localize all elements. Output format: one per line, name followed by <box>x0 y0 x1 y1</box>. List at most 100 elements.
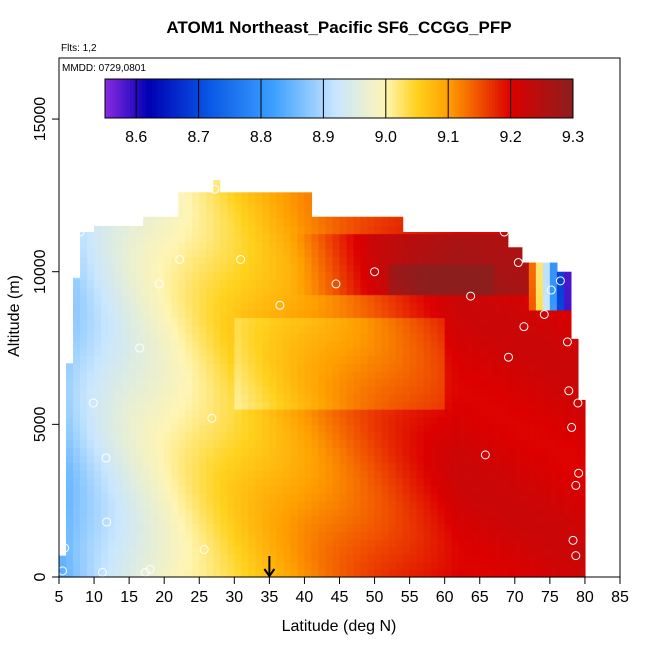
heatmap-cell <box>283 515 292 525</box>
heatmap-cell <box>262 531 270 540</box>
heatmap-cell <box>276 248 284 258</box>
heatmap-cell <box>115 279 123 288</box>
heatmap-cell <box>283 279 292 288</box>
heatmap-cell <box>157 416 165 425</box>
heatmap-cell <box>269 439 277 448</box>
colorbar-segment <box>482 79 487 118</box>
heatmap-cell <box>563 561 572 570</box>
heatmap-cell <box>402 431 411 441</box>
heatmap-cell <box>402 340 411 349</box>
heatmap-cell <box>150 523 158 532</box>
heatmap-cell <box>346 523 355 532</box>
heatmap-cell <box>73 447 81 456</box>
heatmap-cell <box>101 271 109 280</box>
heatmap-cell <box>283 431 292 441</box>
heatmap-cell <box>402 416 411 425</box>
heatmap-cell <box>213 225 221 235</box>
heatmap-cell <box>444 325 453 334</box>
heatmap-cell <box>241 332 249 341</box>
heatmap-cell <box>409 378 418 387</box>
heatmap-cell <box>402 523 411 532</box>
heatmap-cell <box>290 370 299 380</box>
colorbar-segment <box>519 79 524 118</box>
heatmap-cell <box>437 477 446 487</box>
heatmap-cell <box>395 355 404 364</box>
heatmap-cell <box>549 401 558 410</box>
heatmap-cell <box>479 500 488 509</box>
heatmap-cell <box>87 569 95 578</box>
heatmap-cell <box>360 508 369 517</box>
heatmap-cell <box>66 538 74 548</box>
heatmap-cell <box>220 554 228 563</box>
heatmap-cell <box>129 447 137 456</box>
heatmap-cell <box>395 279 404 288</box>
heatmap-cell <box>185 264 193 273</box>
heatmap-cell <box>556 370 565 380</box>
heatmap-cell <box>192 248 200 258</box>
heatmap-cell <box>199 325 207 334</box>
heatmap-cell <box>115 569 123 578</box>
heatmap-cell <box>570 370 579 380</box>
heatmap-cell <box>528 523 537 532</box>
heatmap-cell <box>66 370 74 380</box>
heatmap-cell <box>353 225 362 235</box>
heatmap-cell <box>416 248 425 258</box>
heatmap-cell <box>192 454 200 464</box>
heatmap-cell <box>570 515 579 525</box>
heatmap-cell <box>507 538 516 548</box>
heatmap-cell <box>283 477 292 487</box>
heatmap-cell <box>416 386 425 395</box>
heatmap-cell <box>276 294 284 303</box>
heatmap-cell <box>234 225 242 235</box>
heatmap-cell <box>199 363 207 372</box>
heatmap-cell <box>381 363 390 372</box>
heatmap-cell <box>570 431 579 441</box>
heatmap-cell <box>94 561 102 570</box>
heatmap-cell <box>192 561 200 570</box>
heatmap-cell <box>164 248 172 258</box>
heatmap-cell <box>360 523 369 532</box>
heatmap-cell <box>241 264 249 273</box>
heatmap-cell <box>311 286 320 296</box>
heatmap-cell <box>388 264 397 273</box>
heatmap-cell <box>87 232 95 235</box>
heatmap-cell <box>185 393 193 403</box>
heatmap-cell <box>423 256 432 265</box>
heatmap-cell <box>332 393 341 403</box>
heatmap-cell <box>115 538 123 548</box>
heatmap-cell <box>416 393 425 403</box>
heatmap-cell <box>325 409 334 418</box>
heatmap-cell <box>416 332 425 341</box>
colorbar-segment <box>473 79 477 118</box>
heatmap-cell <box>500 546 509 555</box>
heatmap-cell <box>486 378 495 387</box>
heatmap-cell <box>318 317 327 326</box>
heatmap-cell <box>353 393 362 403</box>
heatmap-cell <box>178 192 186 196</box>
heatmap-cell <box>297 561 306 570</box>
heatmap-cell <box>458 340 467 349</box>
heatmap-cell <box>332 515 341 525</box>
heatmap-cell <box>346 378 355 387</box>
heatmap-cell <box>423 515 432 525</box>
colorbar-segment <box>129 79 134 118</box>
heatmap-cell <box>122 286 130 296</box>
heatmap-cell <box>262 294 270 303</box>
heatmap-cell <box>325 264 334 273</box>
colorbar-segment <box>320 79 324 118</box>
heatmap-cell <box>500 248 509 258</box>
heatmap-cell <box>129 546 137 555</box>
heatmap-cell <box>304 439 313 448</box>
heatmap-cell <box>360 317 369 326</box>
heatmap-cell <box>73 439 81 448</box>
heatmap-cell <box>430 554 439 563</box>
heatmap-cell <box>185 431 193 441</box>
heatmap-cell <box>381 569 390 578</box>
heatmap-cell <box>563 294 572 303</box>
heatmap-cell <box>164 477 172 487</box>
heatmap-cell <box>346 493 355 502</box>
heatmap-cell <box>535 355 544 364</box>
heatmap-cell <box>80 431 88 441</box>
heatmap-cell <box>164 370 172 380</box>
colorbar-segment <box>105 79 109 118</box>
